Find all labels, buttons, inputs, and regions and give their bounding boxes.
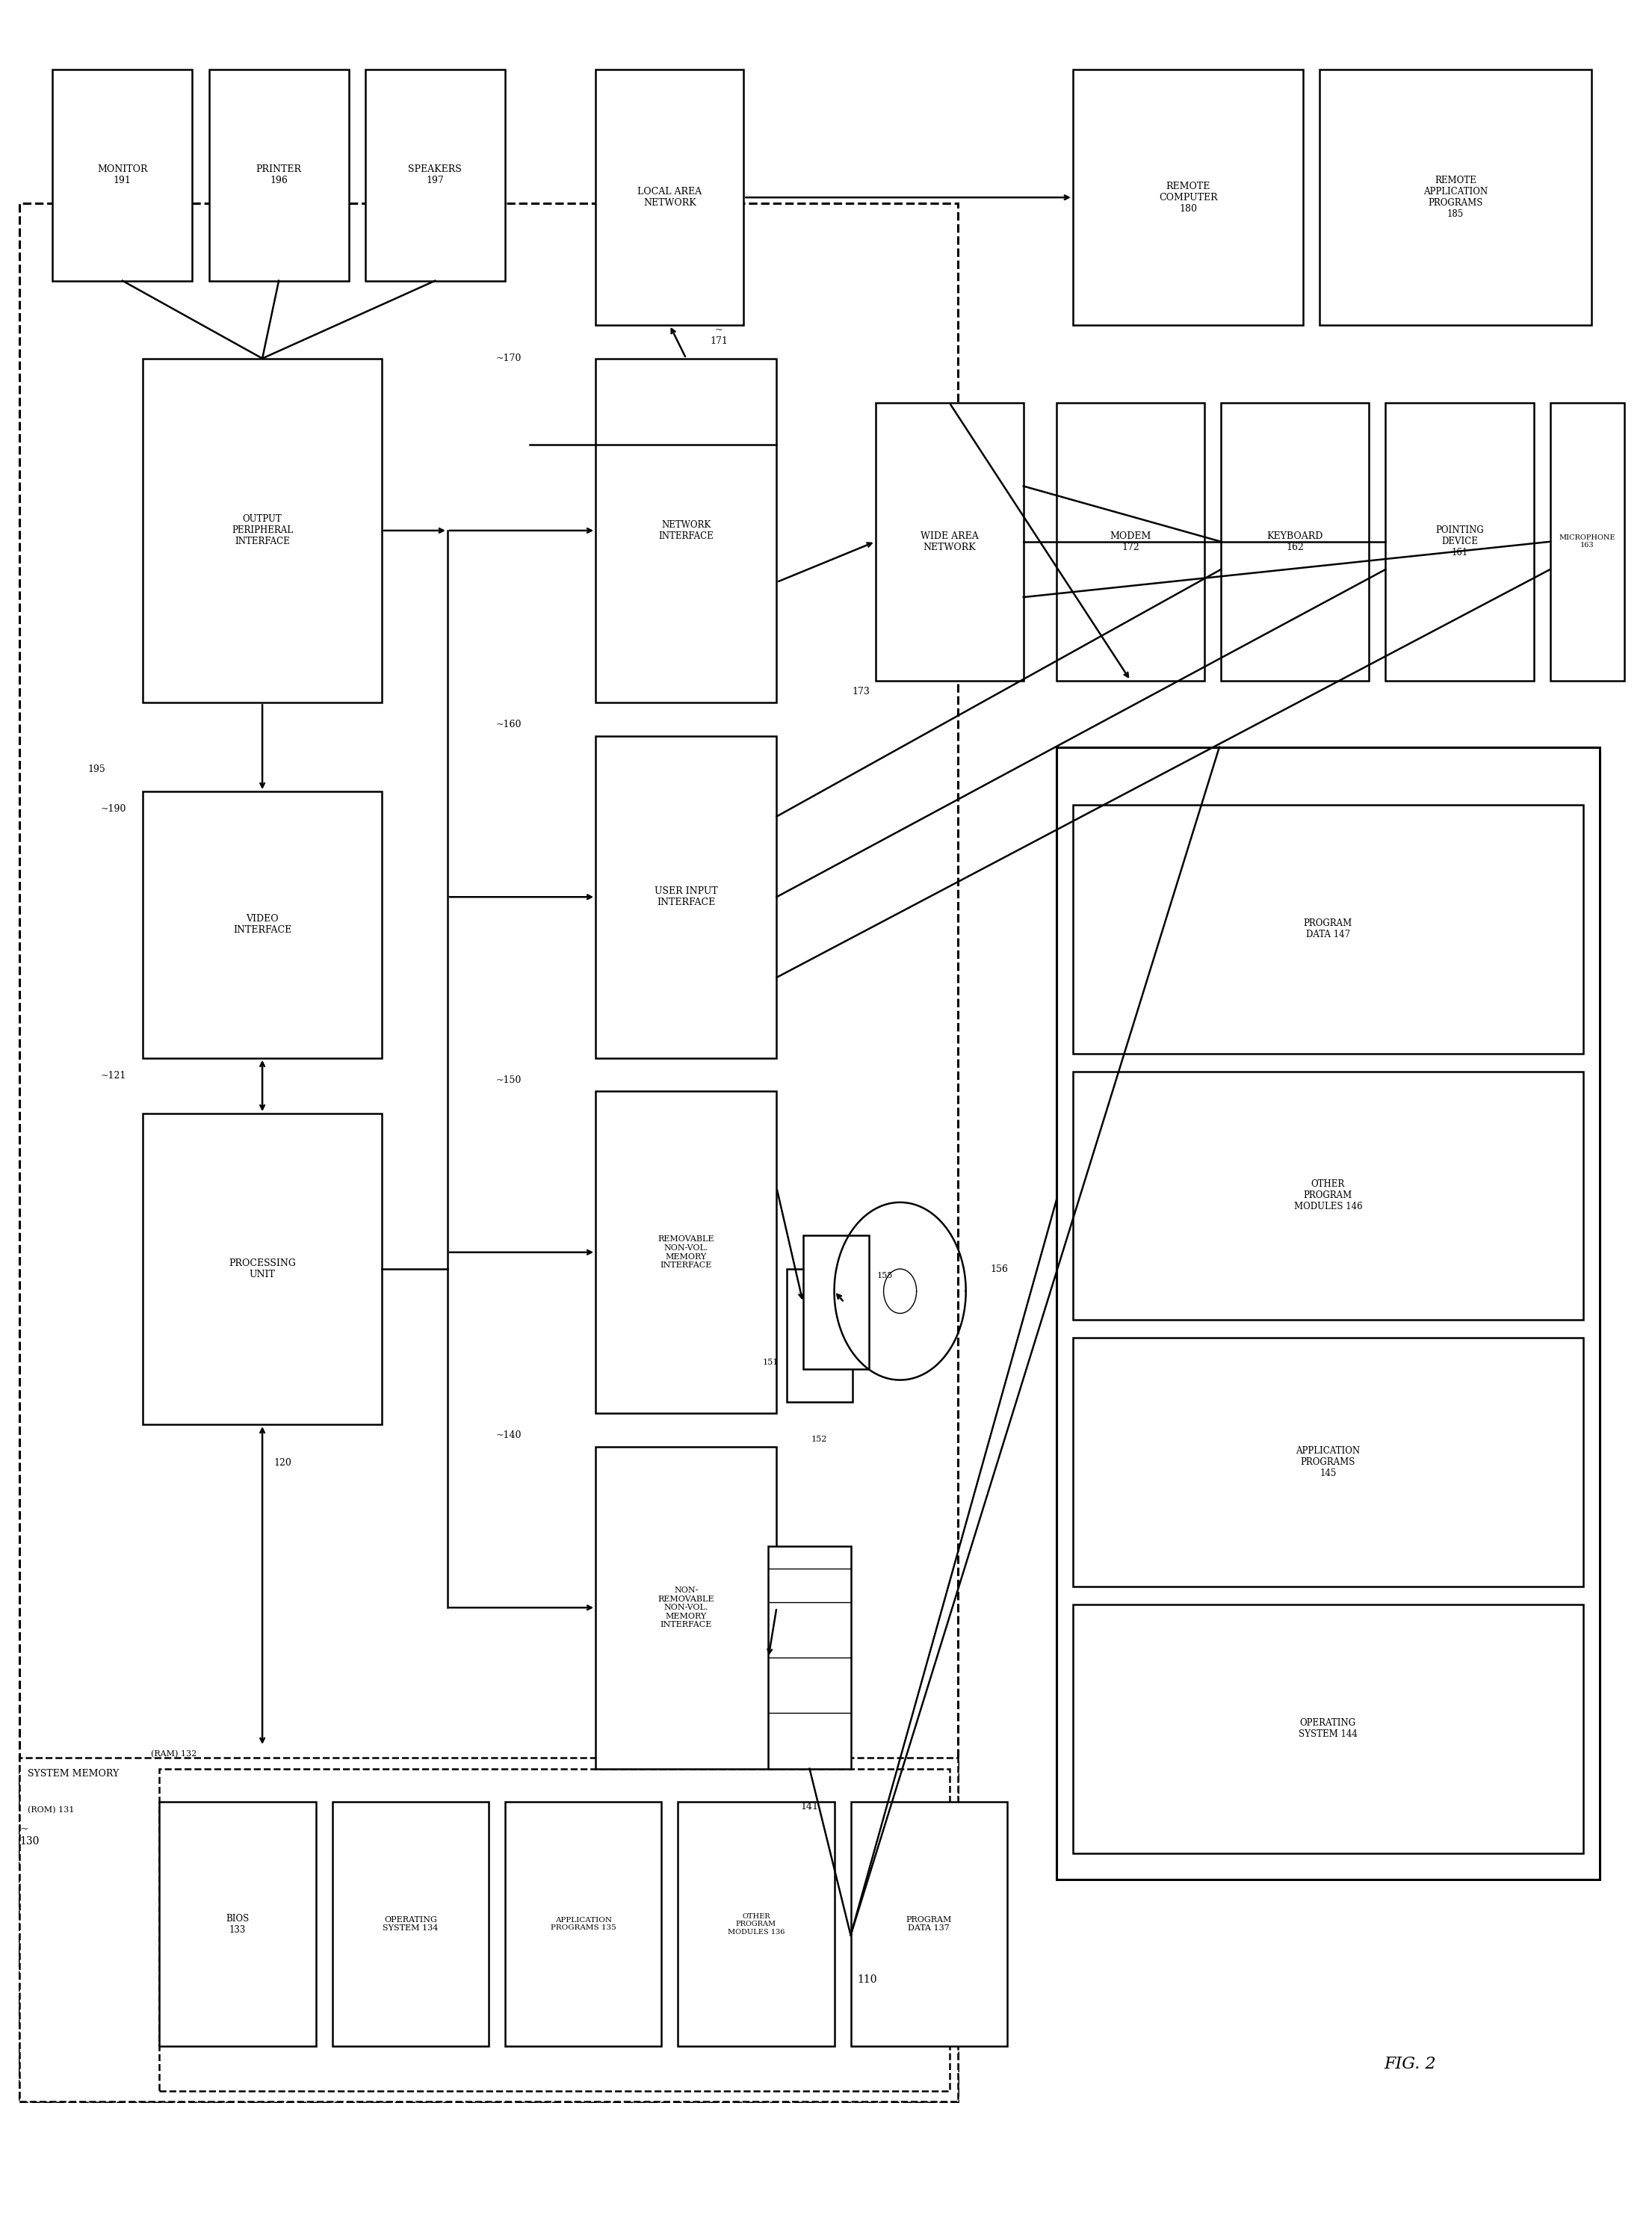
Bar [1072, 804, 1583, 1053]
Text: PROGRAM
DATA 137: PROGRAM DATA 137 [905, 1915, 952, 1933]
Text: 151: 151 [762, 1358, 778, 1365]
Bar [144, 1114, 382, 1425]
Text: REMOVABLE
NON-VOL.
MEMORY
INTERFACE: REMOVABLE NON-VOL. MEMORY INTERFACE [657, 1236, 714, 1269]
Bar [20, 203, 958, 2102]
Text: NETWORK
INTERFACE: NETWORK INTERFACE [659, 521, 714, 541]
Text: ~121: ~121 [101, 1071, 127, 1080]
Text: APPLICATION
PROGRAMS
145: APPLICATION PROGRAMS 145 [1295, 1445, 1360, 1479]
Text: REMOTE
APPLICATION
PROGRAMS
185: REMOTE APPLICATION PROGRAMS 185 [1424, 176, 1488, 218]
Bar [596, 735, 776, 1058]
Text: KEYBOARD
162: KEYBOARD 162 [1267, 532, 1323, 552]
Text: BIOS
133: BIOS 133 [226, 1913, 249, 1935]
Bar [768, 1546, 851, 1768]
Bar [20, 1757, 958, 2102]
Text: 156: 156 [991, 1265, 1008, 1274]
Bar [786, 1269, 852, 1403]
Text: OPERATING
SYSTEM 144: OPERATING SYSTEM 144 [1298, 1719, 1358, 1739]
Bar [596, 1448, 776, 1768]
Text: NON-
REMOVABLE
NON-VOL.
MEMORY
INTERFACE: NON- REMOVABLE NON-VOL. MEMORY INTERFACE [657, 1586, 714, 1628]
Text: PROGRAM
DATA 147: PROGRAM DATA 147 [1303, 920, 1353, 940]
Text: SYSTEM MEMORY: SYSTEM MEMORY [28, 1768, 119, 1779]
Bar [1056, 403, 1204, 681]
Bar [365, 69, 506, 281]
Bar [1072, 1338, 1583, 1586]
Bar [1386, 403, 1533, 681]
Text: USER INPUT
INTERFACE: USER INPUT INTERFACE [654, 886, 717, 906]
Bar [1550, 403, 1624, 681]
Bar [596, 69, 743, 325]
Bar [677, 1802, 834, 2047]
Text: OPERATING
SYSTEM 134: OPERATING SYSTEM 134 [383, 1915, 438, 1933]
Bar [1056, 746, 1599, 1880]
Text: REMOTE
COMPUTER
180: REMOTE COMPUTER 180 [1158, 180, 1218, 214]
Bar [144, 791, 382, 1058]
Text: 155: 155 [877, 1272, 894, 1278]
Text: PROCESSING
UNIT: PROCESSING UNIT [228, 1258, 296, 1281]
Bar [596, 359, 776, 704]
Text: 110: 110 [857, 1975, 877, 1984]
Text: (ROM) 131: (ROM) 131 [28, 1806, 74, 1815]
Text: PRINTER
196: PRINTER 196 [256, 165, 302, 185]
Text: 195: 195 [88, 764, 106, 775]
Bar [1221, 403, 1370, 681]
Bar [53, 69, 192, 281]
Text: OUTPUT
PERIPHERAL
INTERFACE: OUTPUT PERIPHERAL INTERFACE [231, 514, 292, 546]
Text: (RAM) 132: (RAM) 132 [152, 1750, 197, 1757]
Text: 152: 152 [811, 1436, 828, 1443]
Text: OTHER
PROGRAM
MODULES 146: OTHER PROGRAM MODULES 146 [1294, 1180, 1363, 1211]
Bar [332, 1802, 489, 2047]
Bar [1320, 69, 1591, 325]
Text: APPLICATION
PROGRAMS 135: APPLICATION PROGRAMS 135 [550, 1917, 616, 1931]
Text: FIG. 2: FIG. 2 [1384, 2056, 1436, 2071]
Text: ~150: ~150 [496, 1076, 522, 1085]
Text: SPEAKERS
197: SPEAKERS 197 [408, 165, 463, 185]
Bar [208, 69, 349, 281]
Text: ~
130: ~ 130 [20, 1824, 40, 1846]
Bar [1072, 1071, 1583, 1321]
Text: WIDE AREA
NETWORK: WIDE AREA NETWORK [920, 532, 978, 552]
Bar [803, 1236, 869, 1370]
Text: 141: 141 [801, 1802, 818, 1811]
Text: 173: 173 [852, 686, 871, 697]
Bar [144, 359, 382, 704]
Text: POINTING
DEVICE
161: POINTING DEVICE 161 [1436, 526, 1483, 557]
Bar [506, 1802, 661, 2047]
Bar [160, 1802, 316, 2047]
Bar [160, 1768, 950, 2091]
Bar [876, 403, 1024, 681]
Text: MODEM
172: MODEM 172 [1110, 532, 1151, 552]
Text: ~190: ~190 [101, 804, 127, 815]
Text: VIDEO
INTERFACE: VIDEO INTERFACE [233, 915, 291, 935]
Text: OTHER
PROGRAM
MODULES 136: OTHER PROGRAM MODULES 136 [727, 1913, 785, 1935]
Text: ~170: ~170 [496, 354, 522, 363]
Bar [851, 1802, 1008, 2047]
Text: ~140: ~140 [496, 1430, 522, 1441]
Bar [1072, 69, 1303, 325]
Text: ~160: ~160 [496, 719, 522, 730]
Text: MONITOR
191: MONITOR 191 [97, 165, 147, 185]
Text: MICROPHONE
163: MICROPHONE 163 [1559, 534, 1616, 548]
Bar [1072, 1603, 1583, 1853]
Text: ~
171: ~ 171 [710, 325, 729, 345]
Text: LOCAL AREA
NETWORK: LOCAL AREA NETWORK [638, 187, 702, 207]
Bar [596, 1091, 776, 1414]
Text: 120: 120 [274, 1459, 292, 1468]
